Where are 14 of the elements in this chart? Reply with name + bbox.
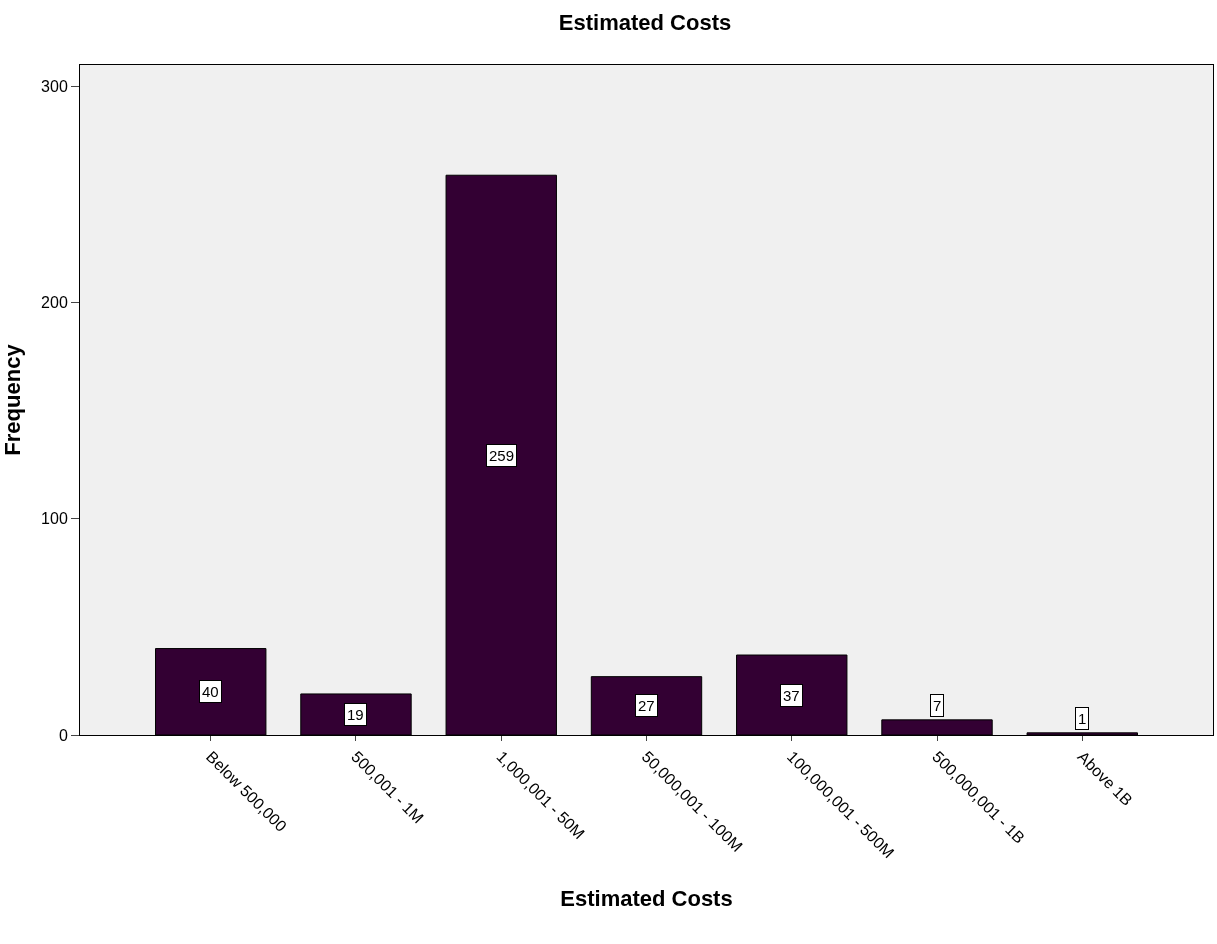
x-axis-title: Estimated Costs [560, 886, 733, 912]
y-tick-label: 0 [58, 726, 68, 744]
chart-title: Estimated Costs [558, 9, 732, 35]
data-label: 1 [1078, 710, 1087, 727]
data-label: 7 [933, 697, 942, 714]
data-label: 19 [347, 706, 364, 723]
y-tick-label: 100 [41, 510, 68, 528]
data-label: 259 [489, 447, 515, 464]
data-label: 27 [638, 697, 655, 714]
y-tick-label: 300 [41, 78, 68, 96]
data-label: 40 [202, 683, 219, 700]
y-axis-title: Frequency [0, 343, 25, 456]
data-label: 37 [783, 687, 800, 704]
y-tick-label: 200 [41, 294, 68, 312]
